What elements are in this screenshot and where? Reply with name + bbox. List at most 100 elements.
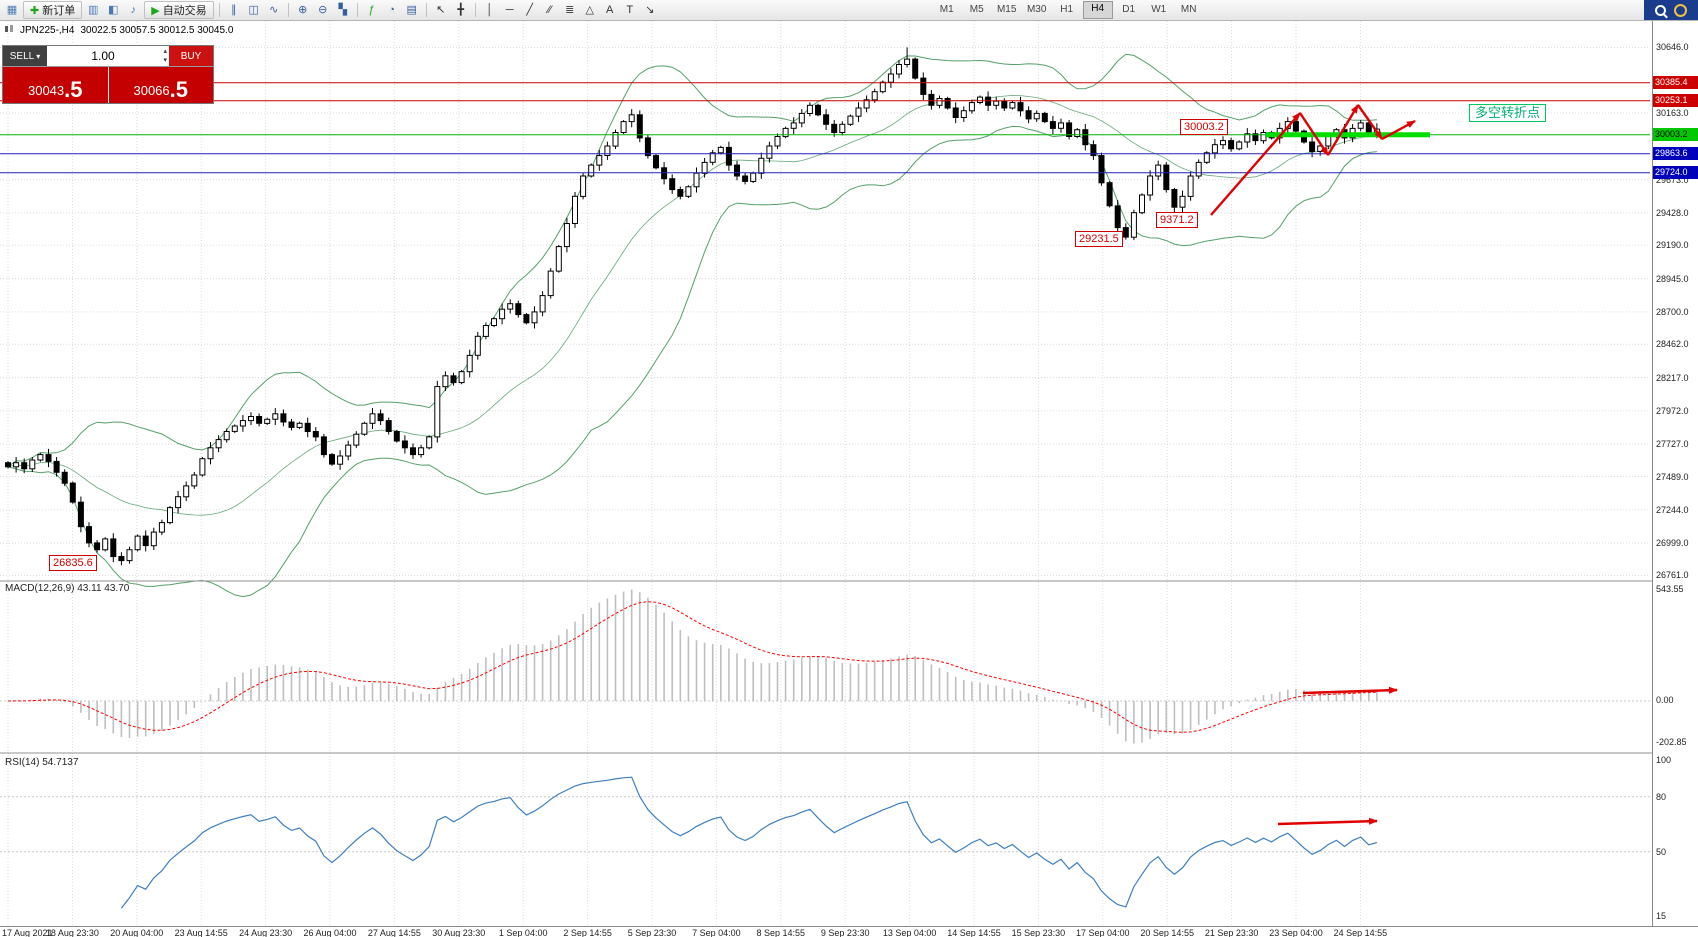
macd-signal-line [7,601,1377,733]
periods-icon[interactable]: ◔ [388,4,396,16]
price-annotation[interactable]: 29231.5 [1075,231,1123,247]
candle [936,98,943,106]
new-order-button[interactable]: ✚ 新订单 [23,1,83,19]
candle [661,167,668,180]
candle [515,303,522,316]
vertical-line-icon[interactable]: │ [486,4,494,16]
candle [1236,141,1243,150]
time-axis-label: 24 Aug 23:30 [239,928,293,937]
candle [223,431,230,441]
candle [434,386,441,438]
price-axis-tag: 30385.4 [1653,76,1698,90]
alert-sound-icon[interactable]: ♪ [130,4,136,16]
candle [823,114,830,125]
profiles-icon[interactable]: ◧ [108,4,119,16]
candle [831,123,838,134]
chevron-down-icon: ▾ [36,51,41,61]
horizontal-line-icon[interactable]: ─ [505,4,514,16]
shapes-icon[interactable]: △ [585,4,594,16]
candle [385,420,392,433]
account-icon[interactable] [1674,3,1687,17]
red-arrow[interactable] [1326,104,1360,156]
bollinger-lower-band [7,125,1377,598]
zoom-out-icon[interactable]: ⊖ [318,4,328,16]
candle [329,454,335,465]
charts-window-icon[interactable]: ▥ [88,4,99,16]
timeframe-w1[interactable]: W1 [1151,4,1167,15]
candle [61,471,68,484]
volume-stepper[interactable]: ▴ ▾ [163,47,167,65]
price-annotation[interactable]: 9371.2 [1156,212,1198,228]
buy-price-button[interactable]: 30066 .5 [108,67,213,103]
rsi-arrow[interactable] [1277,817,1378,826]
fibonacci-icon[interactable]: ≣ [565,4,575,16]
price-annotation[interactable]: 26835.6 [49,555,97,571]
macd-arrow[interactable] [1302,686,1398,695]
text-icon[interactable]: A [606,4,614,16]
timeframe-m30[interactable]: M30 [1026,4,1047,15]
templates-icon[interactable]: ▤ [406,4,417,16]
red-arrow[interactable] [1299,112,1329,156]
indicators-add-icon[interactable]: ƒ [368,4,375,16]
crosshair-icon[interactable]: ╋ [457,4,464,16]
candle [474,335,481,356]
zoom-in-icon[interactable]: ⊕ [298,4,308,16]
candle [1041,112,1048,123]
sell-dropdown[interactable]: SELL ▾ [3,46,47,66]
timeframe-h1[interactable]: H1 [1060,4,1074,15]
search-icon[interactable] [1655,4,1666,16]
candle [21,462,28,470]
timeframe-d1[interactable]: D1 [1122,4,1136,15]
main-chart[interactable] [0,21,1652,926]
time-axis[interactable]: 17 Aug 2021 18 Aug 23:30 20 Aug 04:00 23 Au… [0,926,1698,937]
candle [547,270,554,297]
candle [280,413,287,423]
time-axis-label: 26 Aug 04:00 [303,928,357,937]
time-axis-label: 27 Aug 14:55 [367,928,421,937]
timeframe-h4[interactable]: H4 [1082,1,1113,19]
candle [580,175,587,197]
price-axis[interactable]: 30646.0 30163.0 29673.0 29428.0 29190.0 28945… [1652,21,1698,926]
buy-dropdown[interactable]: BUY [169,46,213,66]
autotrading-button[interactable]: ▶ 自动交易 [144,1,214,19]
time-axis-label: 17 Sep 04:00 [1076,928,1130,937]
trendline-icon[interactable]: ╱ [526,4,533,16]
cursor-icon[interactable]: ↖ [436,4,446,16]
candle [1325,136,1332,147]
candle [596,155,603,166]
volume-input[interactable] [47,48,169,64]
candle [960,110,967,118]
turning-point-note[interactable]: 多空转折点 [1469,104,1547,122]
timeframe-m15[interactable]: M15 [996,4,1017,15]
timeframe-mn[interactable]: MN [1180,4,1197,15]
candle [1090,144,1097,157]
tile-windows-icon[interactable]: ▚ [338,4,347,16]
step-up-icon[interactable]: ▴ [163,48,167,55]
candle [1252,133,1259,142]
bar-chart-type-icon[interactable]: ∥ [230,4,237,16]
step-down-icon[interactable]: ▾ [163,57,167,64]
candlestick-type-icon[interactable]: ◫ [248,4,259,16]
timeframe-m5[interactable]: M5 [969,4,984,15]
red-arrow[interactable] [1357,104,1383,140]
candle [491,318,497,327]
red-arrow[interactable] [1381,119,1416,141]
price-axis-tag: 29724.0 [1653,166,1698,180]
timeframe-m1[interactable]: M1 [939,4,954,15]
candle [110,538,117,558]
new-chart-icon[interactable]: ▦ [6,4,18,16]
sell-price-button[interactable]: 30043 .5 [3,67,108,103]
candle [466,354,473,373]
trend-arrows[interactable] [1210,104,1416,826]
candle [709,152,716,163]
price-annotation[interactable]: 30003.2 [1180,119,1228,135]
text-label-icon[interactable]: T [626,4,634,16]
channel-icon[interactable]: ⁄⁄ [547,4,552,16]
candle [369,413,376,424]
candle [1082,129,1089,146]
candle [393,431,400,442]
candle [304,422,311,432]
red-arrow[interactable] [1210,112,1301,216]
line-chart-type-icon[interactable]: ∿ [269,4,279,16]
arrows-tool-icon[interactable]: ↘ [645,4,655,16]
